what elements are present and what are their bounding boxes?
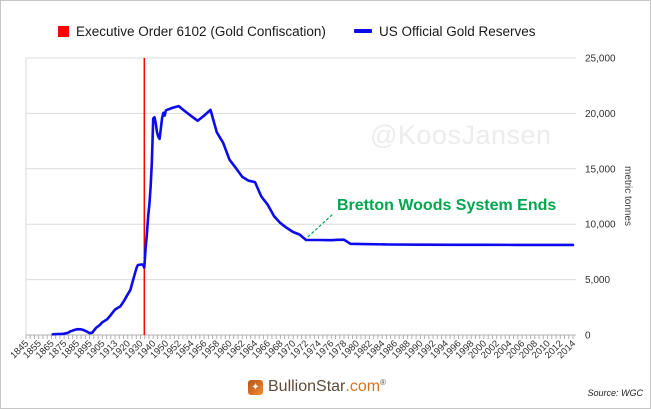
bullionstar-logo: ✦ BullionStar .com ® [248,378,386,396]
brand-tld: .com [345,378,381,395]
svg-text:0: 0 [585,331,591,342]
svg-text:20,000: 20,000 [585,109,616,120]
svg-text:10,000: 10,000 [585,220,616,231]
svg-text:metric tonnes: metric tonnes [622,166,633,226]
legend-item-gold-reserves: US Official Gold Reserves [354,22,536,40]
brand-name: BullionStar [268,378,346,395]
red-square-swatch-icon [58,25,69,37]
svg-text:25,000: 25,000 [585,54,616,65]
source-note: Source: WGC [587,388,643,398]
registered-trademark-symbol: ® [380,377,386,387]
annotation-bretton-woods: Bretton Woods System Ends [337,197,557,214]
legend-item-executive-order: Executive Order 6102 (Gold Confiscation) [58,22,326,40]
watermark: @KoosJansen [370,120,552,150]
svg-text:15,000: 15,000 [585,164,616,175]
legend-label-gold-reserves: US Official Gold Reserves [379,23,536,39]
bullionstar-star-icon: ✦ [248,379,263,395]
legend-label-executive-order: Executive Order 6102 (Gold Confiscation) [76,23,326,39]
blue-line-swatch-icon [354,29,372,33]
svg-text:5,000: 5,000 [585,275,610,286]
